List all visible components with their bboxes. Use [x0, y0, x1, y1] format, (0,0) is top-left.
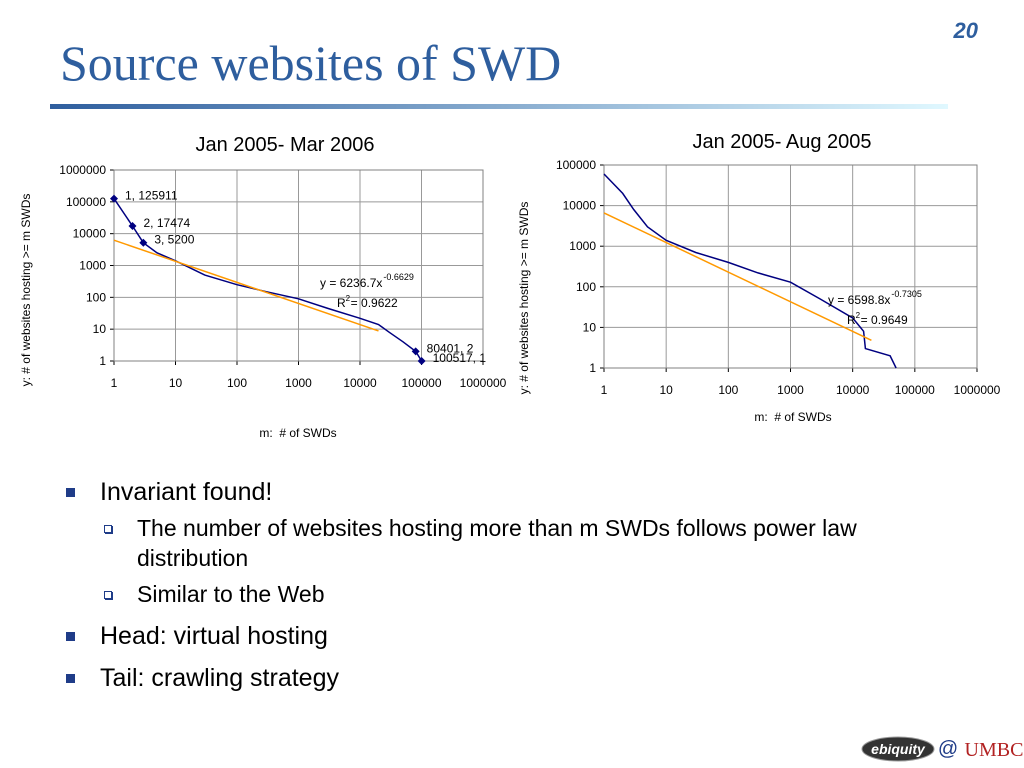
x-axis-label: m: # of SWDs	[259, 426, 336, 440]
title-rule	[50, 104, 948, 109]
x-tick-label: 1000	[285, 376, 312, 390]
x-tick-label: 1	[601, 383, 608, 397]
logo-ebiquity: ebiquity	[871, 741, 926, 757]
chart-title: Jan 2005- Aug 2005	[692, 131, 871, 153]
series-line	[113, 239, 379, 332]
series-line	[113, 198, 423, 362]
y-axis-label: y: # of websites hosting >= m SWDs	[19, 194, 33, 387]
x-tick-label: 1000000	[954, 383, 1001, 397]
x-tick-label: 10	[659, 383, 673, 397]
data-point	[139, 238, 148, 247]
bullet-item: Head: virtual hosting	[60, 621, 920, 651]
y-tick-label: 1000000	[59, 163, 106, 177]
slide-title: Source websites of SWD	[60, 35, 561, 91]
page-number: 20	[953, 18, 979, 43]
trend-exponent: -0.7305	[891, 289, 922, 299]
r-squared-value: = 0.9622	[351, 296, 398, 310]
y-tick-label: 1	[99, 354, 106, 368]
logo-at: @	[938, 738, 958, 760]
x-tick-label: 100	[718, 383, 738, 397]
trend-equation: y = 6236.7x	[320, 276, 382, 290]
data-point	[417, 357, 426, 365]
data-point	[110, 194, 118, 203]
y-tick-label: 100000	[556, 158, 596, 172]
x-tick-label: 1000000	[460, 376, 507, 390]
r-squared-exponent: 2	[346, 294, 351, 303]
y-axis-label: y: # of websites hosting >= m SWDs	[517, 202, 531, 395]
x-tick-label: 1000	[777, 383, 804, 397]
plot-frame	[603, 164, 978, 369]
trend-exponent: -0.6629	[383, 272, 414, 282]
data-point	[411, 347, 420, 356]
y-tick-label: 1	[589, 361, 596, 375]
x-tick-label: 10000	[343, 376, 377, 390]
x-tick-label: 10000	[836, 383, 870, 397]
y-tick-label: 10000	[73, 227, 107, 241]
x-tick-label: 100000	[895, 383, 935, 397]
data-label: 2, 17474	[144, 216, 191, 230]
y-tick-label: 10	[583, 320, 597, 334]
x-axis-label: m: # of SWDs	[754, 410, 831, 424]
x-tick-label: 1	[111, 376, 118, 390]
y-tick-label: 1000	[569, 239, 596, 253]
data-label: 80401, 2	[427, 341, 474, 355]
y-tick-label: 1000	[79, 259, 106, 273]
y-tick-label: 100000	[66, 195, 106, 209]
bullet-item: Tail: crawling strategy	[60, 663, 920, 693]
bullet-item: The number of websites hosting more than…	[60, 513, 877, 573]
r-squared-label: R	[847, 313, 856, 327]
data-point	[128, 221, 137, 230]
r-squared-exponent: 2	[856, 311, 861, 320]
bullet-list: Invariant found! The number of websites h…	[60, 477, 920, 693]
logo-umbc: UMBC	[965, 739, 1024, 761]
y-tick-label: 100	[86, 290, 106, 304]
bullet-item: Similar to the Web	[60, 579, 877, 609]
r-squared-label: R	[337, 296, 346, 310]
x-tick-label: 100	[227, 376, 247, 390]
x-tick-label: 10	[169, 376, 183, 390]
r-squared-value: = 0.9649	[861, 313, 908, 327]
trend-equation: y = 6598.8x	[828, 293, 890, 307]
data-label: 3, 5200	[154, 233, 194, 247]
y-tick-label: 10000	[563, 199, 597, 213]
x-tick-label: 100000	[401, 376, 441, 390]
plot-frame	[113, 169, 484, 362]
y-tick-label: 100	[576, 280, 596, 294]
series-line	[603, 173, 897, 369]
bullet-item: Invariant found!	[60, 477, 920, 507]
series-line	[603, 212, 872, 341]
logo-oval	[861, 736, 935, 762]
data-label: 100517, 1	[433, 351, 487, 365]
y-tick-label: 10	[93, 322, 107, 336]
chart-title: Jan 2005- Mar 2006	[195, 134, 374, 156]
data-label: 1, 125911	[125, 189, 178, 203]
